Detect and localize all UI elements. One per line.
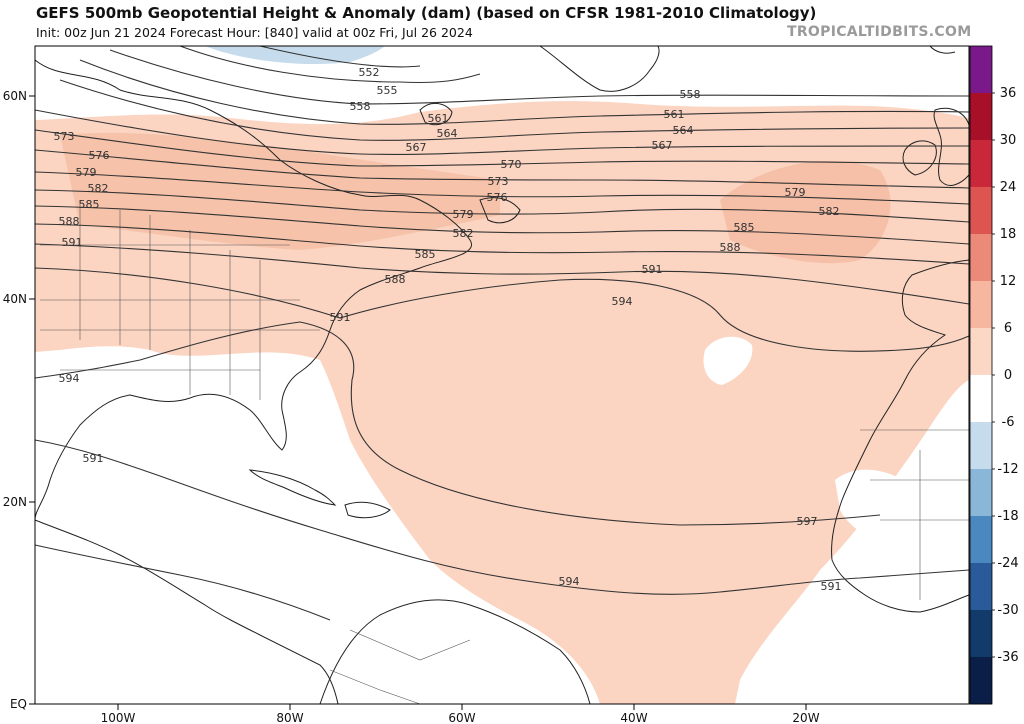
contour-label: 567 bbox=[406, 141, 427, 154]
contour-label: 576 bbox=[487, 191, 508, 204]
contour-label: 570 bbox=[501, 158, 522, 171]
contour-label: 591 bbox=[330, 311, 351, 324]
contour-label: 594 bbox=[559, 575, 580, 588]
contour-label: 564 bbox=[673, 124, 694, 137]
map-title: GEFS 500mb Geopotential Height & Anomaly… bbox=[36, 4, 817, 22]
brand-watermark: TROPICALTIDBITS.COM bbox=[787, 24, 972, 40]
contour-label: 597 bbox=[797, 515, 818, 528]
contour-label: 582 bbox=[453, 227, 474, 240]
contour-label: 573 bbox=[54, 130, 75, 143]
contour-label: 558 bbox=[680, 88, 701, 101]
contour-label: 594 bbox=[59, 372, 80, 385]
contour-label: 564 bbox=[437, 127, 458, 140]
colorbar-tick-label: 6 bbox=[1004, 321, 1012, 336]
contour-label: 582 bbox=[88, 182, 109, 195]
contour-label: 591 bbox=[642, 263, 663, 276]
colorbar: 36 30 24 18 12 6 0 -6 -12 -18 -24 -30 -36 bbox=[969, 45, 1019, 705]
colorbar-segment bbox=[970, 140, 992, 188]
height-contours bbox=[34, 45, 970, 621]
lat-label: EQ bbox=[10, 697, 27, 711]
lon-label: 20W bbox=[792, 711, 819, 724]
contour-label: 594 bbox=[612, 295, 633, 308]
contour-label: 555 bbox=[377, 84, 398, 97]
colorbar-tick-label: 24 bbox=[1000, 180, 1017, 195]
colorbar-tick-label: -12 bbox=[997, 462, 1018, 477]
contour-label: 561 bbox=[664, 108, 685, 121]
contour-label: 585 bbox=[415, 248, 436, 261]
lon-label: 80W bbox=[276, 711, 303, 724]
colorbar-segment bbox=[970, 187, 992, 235]
contour-label: 573 bbox=[488, 175, 509, 188]
contour-label: 591 bbox=[83, 452, 104, 465]
colorbar-tick-label: 30 bbox=[1000, 133, 1017, 148]
contour-label: 588 bbox=[59, 215, 80, 228]
colorbar-tick-label: -18 bbox=[997, 509, 1018, 524]
contour-label: 585 bbox=[79, 198, 100, 211]
contour-label: 558 bbox=[350, 100, 371, 113]
colorbar-segment bbox=[970, 657, 992, 705]
map-subtitle: Init: 00z Jun 21 2024 Forecast Hour: [84… bbox=[36, 25, 473, 40]
colorbar-tick-label: -36 bbox=[997, 650, 1018, 665]
colorbar-segment bbox=[970, 375, 992, 423]
contour-label: 579 bbox=[453, 208, 474, 221]
contour-label: 588 bbox=[385, 273, 406, 286]
colorbar-segment bbox=[970, 422, 992, 470]
contour-label: 567 bbox=[652, 139, 673, 152]
colorbar-segment bbox=[970, 234, 992, 282]
contour-label: 561 bbox=[428, 112, 449, 125]
contour-label: 576 bbox=[89, 149, 110, 162]
colorbar-segment bbox=[970, 281, 992, 329]
contour-label: 585 bbox=[734, 221, 755, 234]
colorbar-segment bbox=[970, 46, 992, 94]
colorbar-segment bbox=[970, 610, 992, 658]
contour-label: 588 bbox=[720, 241, 741, 254]
colorbar-tick-label: -30 bbox=[997, 603, 1018, 618]
contour-label: 579 bbox=[76, 166, 97, 179]
lon-label: 60W bbox=[448, 711, 475, 724]
negative-anomaly bbox=[205, 46, 385, 65]
colorbar-tick-label: -24 bbox=[997, 556, 1018, 571]
contour-label: 579 bbox=[785, 186, 806, 199]
lat-label: 40N bbox=[3, 292, 27, 306]
colorbar-segment bbox=[970, 516, 992, 564]
map-border bbox=[34, 45, 970, 705]
colorbar-tick-label: 36 bbox=[1000, 86, 1017, 101]
lat-label: 60N bbox=[3, 89, 27, 103]
contour-label: 552 bbox=[359, 66, 380, 79]
lon-label: 40W bbox=[620, 711, 647, 724]
longitude-axis: 100W 80W 60W 40W 20W bbox=[101, 704, 820, 724]
contour-label: 591 bbox=[62, 236, 83, 249]
colorbar-tick-label: 18 bbox=[1000, 227, 1017, 242]
colorbar-tick-label: 0 bbox=[1004, 368, 1012, 383]
contour-label: 582 bbox=[819, 205, 840, 218]
colorbar-segment bbox=[970, 469, 992, 517]
contour-label: 591 bbox=[821, 580, 842, 593]
colorbar-tick-label: -6 bbox=[1002, 415, 1015, 430]
colorbar-segment bbox=[970, 328, 992, 376]
lat-label: 20N bbox=[3, 495, 27, 509]
colorbar-segment bbox=[970, 93, 992, 141]
colorbar-tick-label: 12 bbox=[1000, 274, 1017, 289]
latitude-axis: 60N 40N 20N EQ bbox=[3, 89, 35, 711]
lon-label: 100W bbox=[101, 711, 136, 724]
colorbar-segment bbox=[970, 563, 992, 611]
